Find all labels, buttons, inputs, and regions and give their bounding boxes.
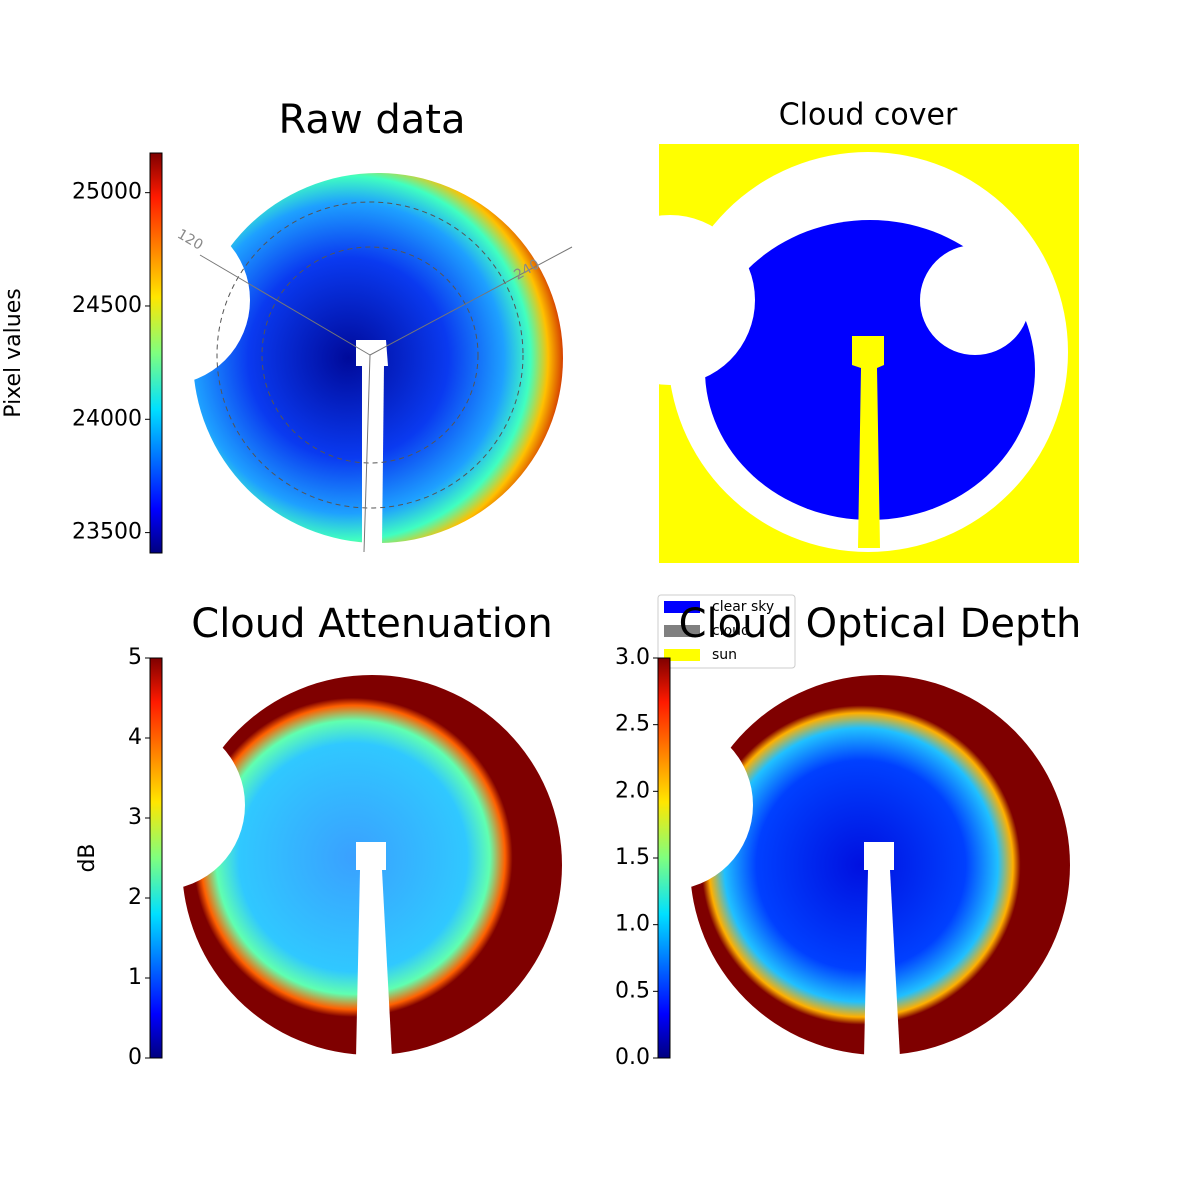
colorbar-tick-label: 4 <box>128 725 142 750</box>
legend-label: clear sky <box>712 599 774 615</box>
cloud-cover-image <box>585 144 1079 563</box>
optical-depth-image <box>583 675 1070 1058</box>
colorbar-tick-label: 1 <box>128 965 142 990</box>
raw-image <box>80 173 573 553</box>
colorbar-label: Pixel values <box>1 288 26 417</box>
colorbar-tick-label: 0 <box>128 1045 142 1070</box>
colorbar-tick-label: 2.5 <box>615 712 650 737</box>
colorbar-tick-label: 0.0 <box>615 1045 650 1070</box>
panel-title: Cloud Attenuation <box>191 601 552 647</box>
colorbar-tick-label: 1.5 <box>615 845 650 870</box>
colorbar-tick-label: 23500 <box>72 520 142 545</box>
legend-label: sun <box>712 647 737 663</box>
colorbar-tick-label: 3.0 <box>615 645 650 670</box>
legend-label: cloud <box>712 623 750 639</box>
colorbar-tick-label: 3 <box>128 805 142 830</box>
legend-swatch <box>664 649 700 661</box>
colorbar-tick-label: 0.5 <box>615 978 650 1003</box>
legend-swatch <box>664 625 700 637</box>
colorbar-tick-label: 2 <box>128 885 142 910</box>
legend-swatch <box>664 601 700 613</box>
attenuation-image <box>75 675 562 1058</box>
colorbar <box>657 657 671 1059</box>
colorbar-tick-label: 1.0 <box>615 912 650 937</box>
colorbar-tick-label: 5 <box>128 645 142 670</box>
colorbar-tick-label: 24500 <box>72 293 142 318</box>
panel-title: Cloud Optical Depth <box>679 601 1082 647</box>
colorbar <box>149 657 163 1059</box>
panel-title: Cloud cover <box>779 98 958 133</box>
colorbar-tick-label: 25000 <box>72 180 142 205</box>
colorbar-label: dB <box>75 843 100 872</box>
panel-title: Raw data <box>279 97 466 143</box>
colorbar-tick-label: 2.0 <box>615 778 650 803</box>
colorbar <box>149 152 163 554</box>
colorbar-tick-label: 24000 <box>72 406 142 431</box>
